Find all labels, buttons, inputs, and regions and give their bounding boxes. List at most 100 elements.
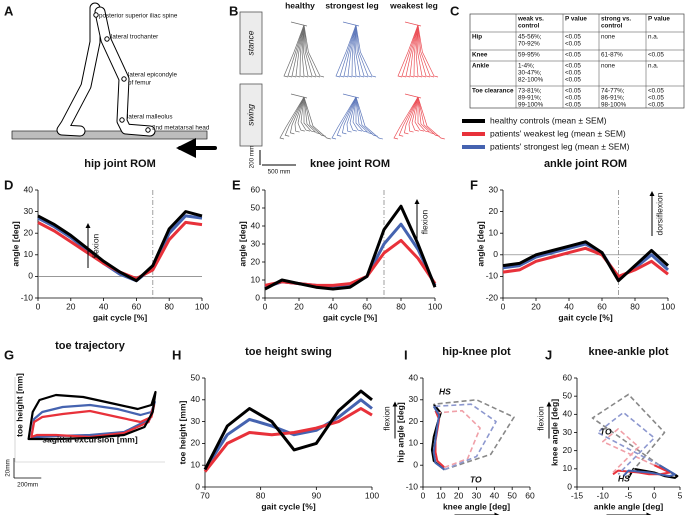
series-line [502,246,669,278]
table-cell: Toe clearance [472,88,514,95]
series-line [264,204,437,291]
landmark-label: lateral trochanter [111,34,158,41]
leg [355,97,368,133]
panel-letter: B [229,3,238,18]
leg [303,97,316,133]
series-line [203,398,373,471]
leg [335,24,357,78]
y-tick-label: 40 [251,220,261,230]
y-tick-label: 50 [191,372,201,382]
x-tick-label: 100 [195,301,209,311]
leg [411,96,419,132]
leg [413,24,419,78]
y-tick-label: 20 [251,256,261,266]
table-header: weak vs. [517,16,544,23]
x-axis-label: knee angle [deg] [443,501,510,511]
table-cell: <0.05 [565,70,581,77]
panel-letter: J [545,347,552,362]
x-tick-label: 30 [472,490,482,500]
leg [284,96,305,137]
table-cell: 98-100% [601,102,627,109]
table-cell: Ankle [472,63,490,70]
row-label: swing [245,104,255,126]
panel-letter: I [404,347,408,362]
y-tick-label: 20 [24,227,34,237]
x-tick-label: 60 [132,301,142,311]
leg [393,96,419,140]
y-tick-label: 30 [563,427,573,437]
y-tick-label: 30 [251,238,261,248]
x-axis-label: gait cycle [%] [261,501,315,511]
y-tick-label: 30 [24,206,34,216]
legend-label: patients' strongest leg (mean ± SEM) [490,141,630,151]
scale-label: 500 mm [268,169,291,176]
chart-title: knee-ankle plot [588,346,668,358]
table-cell: 45-56%; [518,34,542,41]
leg [303,96,321,135]
y-tick-label: -10 [486,271,499,281]
leg [287,24,305,78]
column-label: healthy [285,0,315,10]
x-tick-label: 40 [564,301,574,311]
swing-path [591,393,666,477]
pelvis [342,21,360,27]
y-tick-label: 60 [563,372,573,382]
table-cell: <0.05 [565,34,581,41]
leg [303,24,321,78]
y-tick-label: 10 [409,438,419,448]
swing-path [602,428,655,474]
pelvis [342,93,360,99]
stance-path [622,464,676,478]
legend-label: healthy controls (mean ± SEM) [490,115,607,125]
leg [294,96,305,133]
x-tick-label: 40 [99,301,109,311]
chart-title: hip-knee plot [442,346,511,358]
x-tick-label: 80 [256,490,266,500]
panel-letter: A [4,3,14,18]
y-tick-label: 40 [191,394,201,404]
phase-annotation: TO [470,474,482,484]
panel-letter: G [4,347,14,362]
leg [409,24,419,78]
leg [415,24,423,78]
x-axis-label: gait cycle [%] [323,312,377,322]
table-cell: <0.05 [565,88,581,95]
table-cell: <0.05 [565,41,581,48]
leg [405,24,419,78]
x-tick-label: 40 [490,490,500,500]
phase-annotation: TO [600,426,612,436]
table-cell: Hip [472,34,482,41]
leg [339,24,357,78]
table-cell: 1-4%; [518,63,535,70]
leg [297,96,305,132]
y-tick-label: 0 [493,249,498,259]
table-cell: none [601,63,616,70]
stick-figure [393,93,445,140]
x-tick-label: 80 [164,301,174,311]
table-cell: 99-100% [518,102,544,109]
annotation: flexion [419,209,429,234]
x-tick-label: 100 [661,301,675,311]
toe-loop [30,400,156,439]
y-axis-label: hip angle [deg] [395,402,405,463]
table-cell: <0.05 [565,95,581,102]
series-line [37,210,203,283]
table-cell: 59-95% [518,52,540,59]
y-arrow-label: flexion [381,406,391,431]
y-axis-label: toe height [mm] [177,400,187,464]
table-cell: 61-87% [601,52,623,59]
annotation: flexion [90,233,100,258]
x-tick-label: 20 [66,301,76,311]
x-tick-label: 0 [36,301,41,311]
table-header: control [601,23,623,30]
y-axis-label: angle [deg] [475,221,485,267]
table-cell: <0.05 [565,77,581,84]
table-cell: <0.05 [648,88,664,95]
leg [353,24,361,78]
leg [343,24,357,78]
y-tick-label: 0 [28,271,33,281]
table-cell: Knee [472,52,488,59]
leg [341,96,357,135]
panel-letter: C [450,3,460,18]
toe-loop [27,390,157,441]
